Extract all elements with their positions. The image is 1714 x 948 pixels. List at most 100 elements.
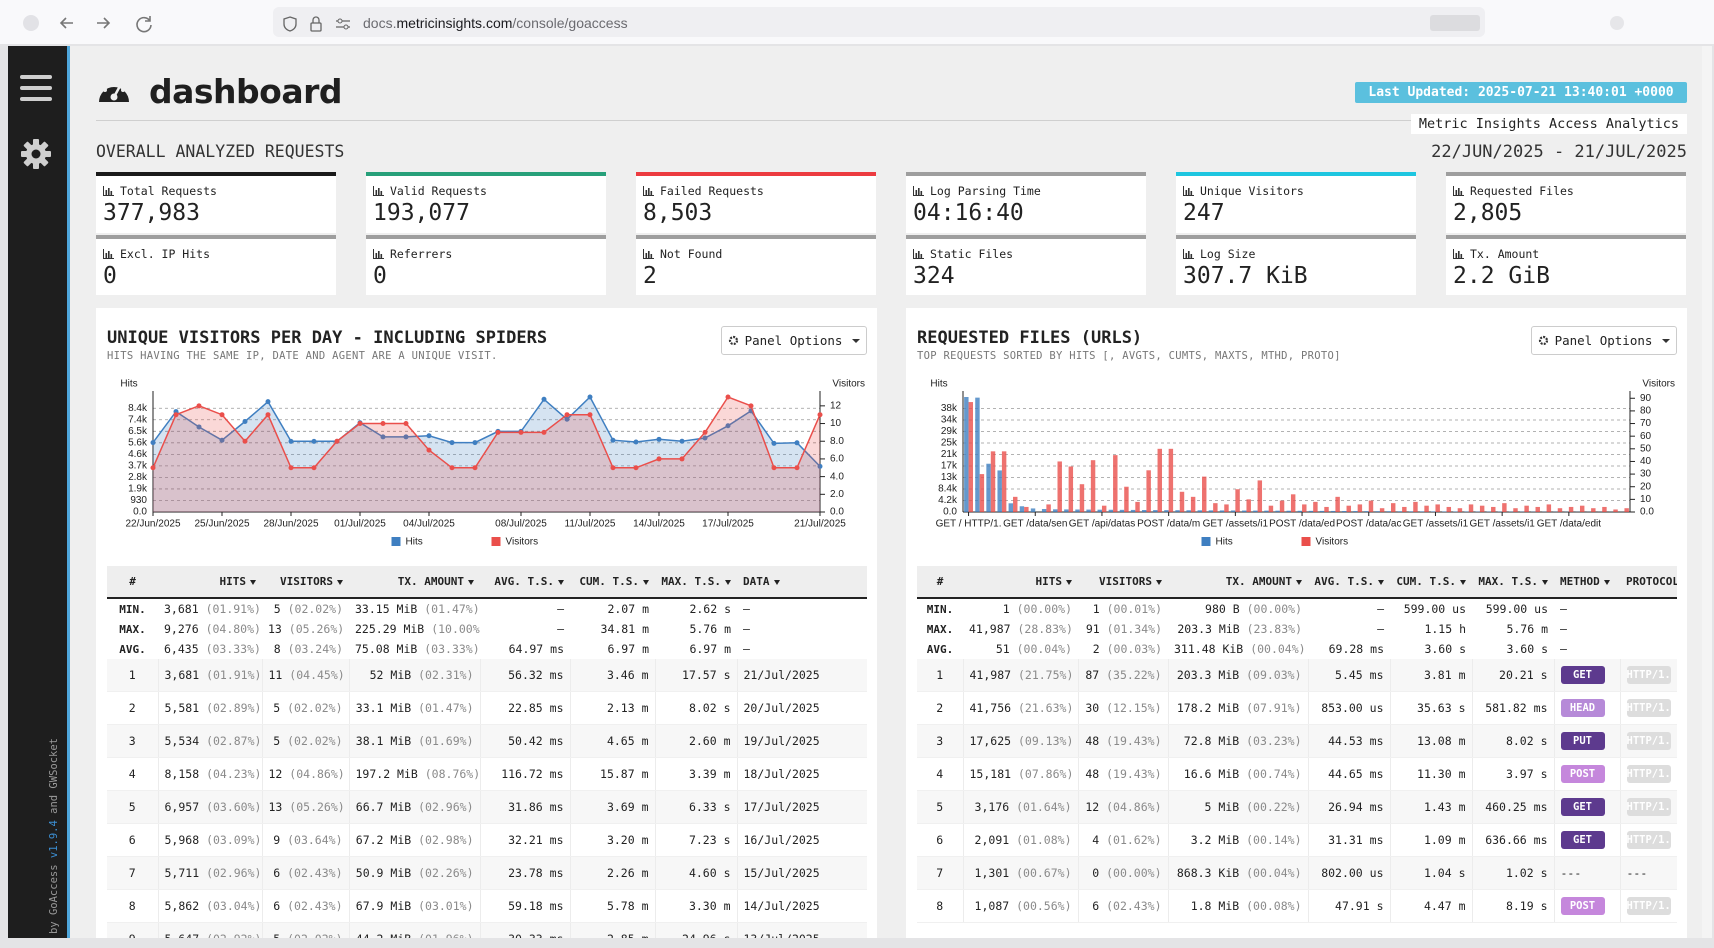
scrollbar[interactable] [1702,46,1712,938]
bar [1075,510,1079,512]
bar [1264,511,1268,512]
column-header[interactable]: CUM. T.S. [570,566,655,598]
column-header[interactable]: MAX. T.S. [1472,566,1554,598]
table-row[interactable]: 415,181 (07.86%)48 (19.43%)16.6 MiB (00.… [917,758,1677,791]
bar [1369,501,1373,512]
cell-value: 67.9 MiB [356,899,411,913]
cell-percent: (04.80%) [206,622,261,636]
icon-bar [1183,249,1184,259]
cell-text: 6 [129,833,136,847]
back-button[interactable] [61,18,73,28]
stat-card: Failed Requests8,503 [636,172,876,233]
shield-icon[interactable] [284,17,296,31]
table-row[interactable]: 35,534 (02.87%)5 (02.02%)38.1 MiB (01.69… [107,725,867,758]
column-header[interactable]: HITS [158,566,262,598]
column-header[interactable]: VISITORS [262,566,349,598]
table-cell: 13.08 m [1390,725,1472,758]
reload-button[interactable] [137,16,151,32]
cell-percent: (12.15%) [1106,701,1161,715]
table-cell: 52 MiB (02.31%) [349,659,480,692]
table-cell: 1.09 m [1390,824,1472,857]
table-cell: 87 (35.22%) [1078,659,1168,692]
column-header[interactable]: VISITORS [1078,566,1168,598]
table-cell: 225.29 MiB (10.00%) [349,619,480,639]
table-row[interactable]: 65,968 (03.09%)9 (03.64%)67.2 MiB (02.98… [107,824,867,857]
column-header[interactable]: CUM. T.S. [1390,566,1472,598]
table-cell: 44.2 MiB (01.96%) [349,923,480,939]
table-row[interactable]: 53,176 (01.64%)12 (04.86%)5 MiB (00.22%)… [917,791,1677,824]
cell-text: 32.21 ms [508,833,563,847]
data-point [220,412,225,417]
table-cell: — [1308,619,1390,639]
table-cell: HTTP/1. [1620,659,1677,692]
table-cell: 2.62 s [655,598,737,619]
stat-label-row: Log Size [1183,247,1255,261]
table-row[interactable]: 56,957 (03.60%)13 (05.26%)66.7 MiB (02.9… [107,791,867,824]
table-cell: 20.21 s [1472,659,1554,692]
icon-bar [916,253,918,258]
table-row[interactable]: 317,625 (09.13%)48 (19.43%)72.8 MiB (03.… [917,725,1677,758]
stat-value: 247 [1183,200,1225,226]
y-tick-label: 13k [941,472,958,483]
column-header[interactable]: MAX. T.S. [655,566,737,598]
data-point [151,440,156,445]
cell-percent: (03.60%) [206,800,261,814]
table-row[interactable]: 141,987 (21.75%)87 (35.22%)203.3 MiB (09… [917,659,1677,692]
table-cell: 1 (00.00%) [963,598,1078,619]
table-row[interactable]: 25,581 (02.89%)5 (02.02%)33.1 MiB (01.47… [107,692,867,725]
table-row[interactable]: 81,087 (00.56%)6 (02.43%)1.8 MiB (00.08%… [917,890,1677,923]
table-cell: 5 (02.02%) [262,692,349,725]
cell-text: 6.97 m [607,642,649,656]
icon-bar [103,195,114,196]
badge: PUT [1561,732,1605,750]
table-row[interactable]: 62,091 (01.08%)4 (01.62%)3.2 MiB (00.14%… [917,824,1677,857]
column-header[interactable]: AVG. T.S. [1308,566,1390,598]
cell-percent: (10.00%) [431,622,480,636]
panel-options-button[interactable]: Panel Options [721,326,867,355]
column-header[interactable]: METHOD [1554,566,1620,598]
table-row[interactable]: 75,711 (02.96%)6 (02.43%)50.9 MiB (02.26… [107,857,867,890]
column-header[interactable]: TX. AMOUNT [349,566,480,598]
y2-tick-label: 60 [1640,431,1652,442]
badge: HTTP/1. [1627,897,1671,915]
nav-buttons [20,12,160,34]
table-row[interactable]: 13,681 (01.91%)11 (04.45%)52 MiB (02.31%… [107,659,867,692]
table-row[interactable]: 85,862 (03.04%)6 (02.43%)67.9 MiB (03.01… [107,890,867,923]
column-header[interactable]: TX. AMOUNT [1168,566,1308,598]
stat-icon [1453,249,1464,259]
column-header[interactable]: DATA [737,566,867,598]
menu-icon[interactable] [18,73,54,103]
icon-bar [1453,186,1454,196]
cell-text: 116.72 ms [501,767,563,781]
panel-title: UNIQUE VISITORS PER DAY - INCLUDING SPID… [107,328,547,348]
stat-card: Total Requests377,983 [96,172,336,233]
table-cell: 14/Jul/2025 [737,890,867,923]
panel-options-button[interactable]: Panel Options [1531,326,1677,355]
table-row[interactable]: 241,756 (21.63%)30 (12.15%)178.2 MiB (07… [917,692,1677,725]
extension-icon[interactable] [1610,16,1624,30]
table-row[interactable]: 95,647 (02.92%)5 (02.02%)44.2 MiB (01.96… [107,923,867,939]
bar [1613,509,1617,512]
cell-value: 16.6 MiB [1184,767,1239,781]
column-header[interactable]: AVG. T.S. [480,566,570,598]
table-cell: — [1554,619,1620,639]
icon-bar [106,253,108,258]
column-header[interactable]: HITS [963,566,1078,598]
url-badge[interactable] [1430,15,1480,31]
gauge-dot [112,82,116,86]
version-link[interactable]: v1.9.4 [48,820,60,858]
table-cell: 3.81 m [1390,659,1472,692]
cell-percent: (01.62%) [1106,833,1161,847]
icon-bar [1188,251,1190,258]
badge: HTTP/1. [1627,831,1671,849]
panel: UNIQUE VISITORS PER DAY - INCLUDING SPID… [96,308,877,938]
forward-button[interactable] [97,18,109,28]
icon-bar [1453,258,1464,259]
column-header[interactable]: PROTOCOL [1620,566,1677,598]
lock-icon[interactable] [311,23,321,31]
x-tick-label: POST /data/ed [1269,519,1335,530]
settings-icon[interactable] [20,138,52,170]
table-row[interactable]: 71,301 (00.67%)0 (00.00%)868.3 KiB (00.0… [917,857,1677,890]
table-cell: — [480,619,570,639]
table-row[interactable]: 48,158 (04.23%)12 (04.86%)197.2 MiB (08.… [107,758,867,791]
